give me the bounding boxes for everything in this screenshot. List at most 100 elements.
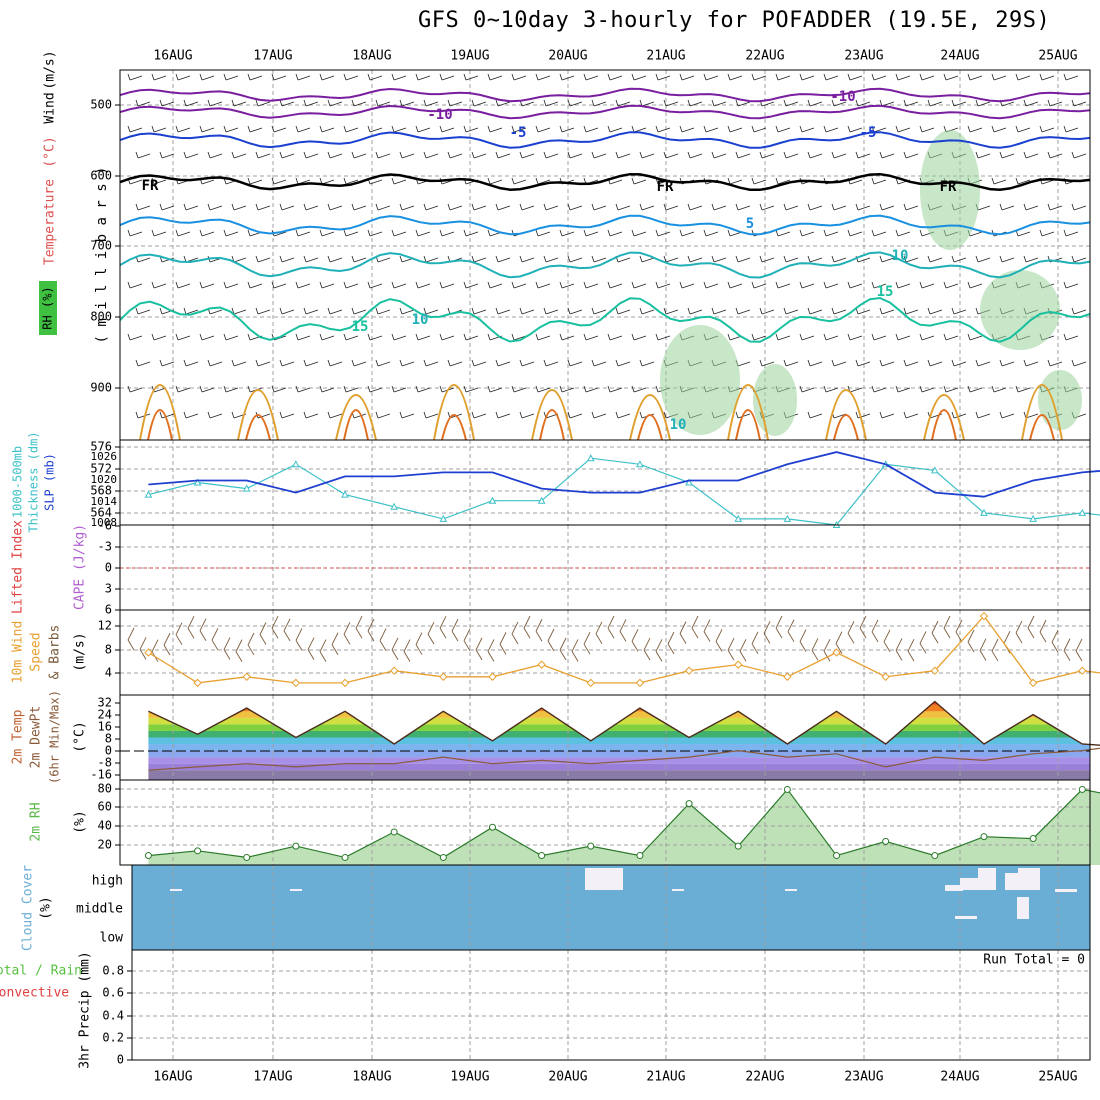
upper-wind-barb — [399, 99, 415, 107]
upper-wind-barb — [343, 281, 359, 289]
upper-wind-barb — [639, 99, 655, 107]
surface-wind-barb — [679, 621, 687, 644]
temp-color-band — [148, 730, 1090, 738]
upper-wind-barb — [423, 411, 439, 419]
rh-tick-label: 60 — [98, 800, 112, 814]
upper-wind-barb — [543, 99, 559, 107]
upper-wind-barb — [903, 99, 919, 107]
upper-wind-barb — [807, 307, 823, 315]
surface-wind-barb — [463, 628, 471, 652]
upper-wind-barb — [583, 125, 599, 133]
upper-wind-barb — [351, 203, 367, 211]
upper-wind-barb — [847, 73, 863, 81]
precip-tick-label: 0.2 — [102, 1031, 124, 1045]
rh-label-1: 2m RH — [29, 802, 44, 841]
date-label-top: 16AUG — [153, 49, 192, 64]
upper-wind-barb — [1015, 73, 1031, 81]
surface-wind-barb — [667, 631, 675, 655]
upper-wind-barb — [711, 255, 727, 263]
temp-contour-25 — [833, 414, 859, 441]
upper-wind-barb — [511, 73, 527, 81]
upper-wind-barb — [295, 333, 311, 341]
upper-wind-barb — [991, 385, 1007, 393]
surface-wind-barb — [355, 615, 363, 639]
wind-speed-line-point — [242, 672, 251, 681]
upper-wind-barb — [727, 281, 743, 289]
upper-wind-barb — [951, 99, 967, 107]
contour-label: 10 — [892, 248, 909, 264]
upper-wind-barb — [255, 359, 271, 367]
thickness-line-point — [390, 502, 399, 510]
upper-wind-barb — [591, 411, 607, 419]
wind-speed-line-point — [684, 666, 694, 675]
pressure-tick-label: 800 — [90, 310, 112, 324]
upper-wind-barb — [991, 73, 1007, 81]
upper-wind-barb — [991, 125, 1007, 133]
upper-wind-barb — [367, 125, 383, 133]
surface-wind-barb — [331, 632, 339, 655]
upper-wind-barb — [183, 151, 199, 159]
thickness-line-point — [1078, 508, 1087, 516]
upper-wind-barb — [567, 99, 583, 107]
wind-speed-line-point — [389, 666, 399, 675]
upper-wind-barb — [831, 307, 847, 315]
upper-wind-barb — [631, 177, 647, 185]
upper-wind-barb — [199, 385, 215, 393]
upper-wind-barb — [799, 281, 815, 289]
upper-wind-barb — [703, 125, 719, 133]
upper-wind-barb — [783, 203, 799, 211]
rh-line-point — [292, 842, 300, 850]
upper-wind-barb — [615, 307, 631, 315]
upper-wind-barb — [1063, 73, 1079, 81]
upper-wind-barb — [735, 307, 751, 315]
upper-wind-barb — [687, 255, 703, 263]
upper-wind-barb — [247, 125, 263, 133]
upper-wind-barb — [223, 73, 239, 81]
upper-wind-barb — [319, 385, 335, 393]
surface-wind-barb — [823, 639, 831, 662]
slp-tick-label: 1008 — [91, 516, 118, 529]
upper-wind-barb — [279, 255, 295, 263]
upper-wind-barb — [1047, 99, 1063, 107]
upper-wind-barb — [567, 255, 583, 263]
contour-label: -5 — [510, 125, 527, 141]
date-label-bottom: 17AUG — [253, 1070, 292, 1085]
upper-wind-barb — [375, 151, 391, 159]
date-label-top: 23AUG — [844, 49, 883, 64]
surface-wind-barb — [235, 639, 243, 662]
upper-wind-barb — [487, 125, 503, 133]
upper-wind-barb — [351, 151, 367, 159]
temp-contour-25 — [245, 414, 271, 441]
upper-wind-barb — [583, 385, 599, 393]
upper-wind-barb — [687, 203, 703, 211]
upper-wind-barb — [367, 333, 383, 341]
upper-wind-barb — [855, 307, 871, 315]
rh-line-point — [243, 853, 251, 861]
upper-wind-barb — [447, 203, 463, 211]
upper-wind-barb — [799, 333, 815, 341]
upper-wind-barb — [591, 99, 607, 107]
upper-wind-barb — [871, 281, 887, 289]
upper-wind-barb — [975, 359, 991, 367]
wind-label-1: 10m Wind — [11, 621, 26, 684]
upper-wind-barb — [759, 203, 775, 211]
upper-wind-barb — [183, 359, 199, 367]
upper-wind-barb — [495, 99, 511, 107]
slp-line — [148, 451, 1100, 498]
upper-wind-barb — [847, 333, 863, 341]
temp-tick-label: -16 — [90, 768, 112, 782]
date-label-bottom: 20AUG — [548, 1070, 587, 1085]
date-label-top: 24AUG — [940, 49, 979, 64]
wind-label-4: (m/s) — [73, 632, 88, 671]
pressure-tick-label: 900 — [90, 381, 112, 395]
surface-wind-barb — [631, 629, 639, 652]
upper-label-temperature: Temperature — [43, 179, 58, 265]
upper-wind-barb — [1071, 151, 1087, 159]
upper-wind-barb — [223, 281, 239, 289]
upper-wind-barb — [895, 281, 911, 289]
rh-tick-label: 80 — [98, 782, 112, 796]
upper-wind-barb — [463, 229, 479, 237]
wind-speed-line-point — [488, 672, 497, 681]
upper-wind-barb — [279, 151, 295, 159]
rh-contour-fill — [980, 270, 1060, 350]
